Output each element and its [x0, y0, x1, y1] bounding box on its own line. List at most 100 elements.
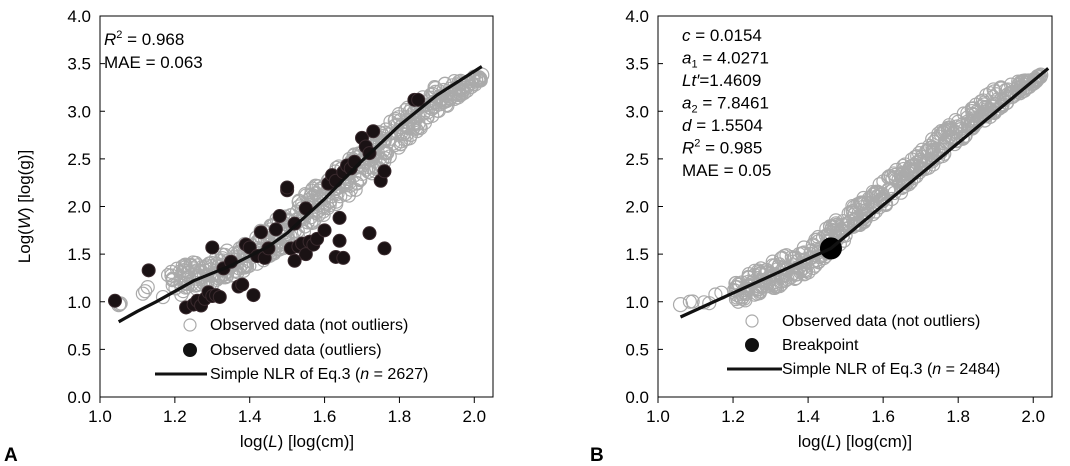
outlier-point — [205, 240, 220, 255]
observed-point — [848, 212, 863, 227]
legend-label: Observed data (not outliers) — [782, 313, 980, 330]
y-tick-label: 0.5 — [67, 340, 91, 359]
observed-point — [751, 263, 766, 278]
text-span: ) [log(cm)] — [836, 432, 913, 451]
stat-label: d — [682, 116, 692, 135]
y-tick-label: 0.0 — [625, 388, 649, 407]
observed-point — [797, 263, 813, 278]
x-axis-title: log(L) [log(cm)] — [240, 432, 354, 451]
observed-point — [922, 138, 937, 153]
y-tick-label: 2.5 — [67, 150, 91, 169]
observed-point — [777, 262, 792, 277]
observed-points-not-outliers — [111, 67, 490, 313]
observed-point — [138, 284, 153, 299]
observed-point — [840, 216, 855, 231]
observed-point — [882, 169, 897, 184]
y-tick-label: 4.0 — [67, 7, 91, 26]
observed-point — [774, 277, 789, 292]
observed-point — [964, 113, 979, 128]
stat-sub: 2 — [691, 104, 697, 116]
observed-point — [957, 129, 972, 144]
outlier-point — [253, 225, 268, 240]
observed-point — [895, 166, 910, 181]
observed-point — [1000, 82, 1015, 97]
observed-point — [893, 167, 908, 182]
stat-label: R — [682, 139, 694, 158]
stat-line: R2 = 0.985 — [682, 138, 762, 158]
stat-sup: 2 — [116, 29, 122, 41]
legend-label: Breakpoint — [782, 337, 859, 354]
observed-point — [394, 126, 409, 141]
x-tick-label: 1.4 — [796, 407, 820, 426]
legend: Observed data (not outliers) Breakpoint Si… — [727, 313, 1000, 378]
y-tick-label: 3.5 — [625, 55, 649, 74]
stat-line: a1 = 4.0271 — [682, 49, 769, 71]
stat-value: =1.4609 — [699, 71, 761, 90]
outlier-point — [336, 250, 351, 265]
text-span: n — [932, 361, 941, 378]
observed-point — [413, 120, 428, 136]
x-axis-title: log(L) [log(cm)] — [798, 432, 912, 451]
stat-line: MAE = 0.063 — [104, 53, 203, 72]
observed-point — [968, 97, 983, 112]
stat-value: = 0.0154 — [691, 26, 762, 45]
stat-sub: 1 — [691, 59, 697, 71]
observed-point — [333, 189, 348, 204]
observed-point — [190, 258, 205, 273]
text-span: Log( — [15, 229, 34, 263]
outlier-point — [411, 92, 426, 107]
observed-point — [682, 294, 697, 309]
x-tick-label: 1.6 — [313, 407, 337, 426]
y-tick-label: 4.0 — [625, 7, 649, 26]
text-span: n — [360, 366, 369, 383]
stat-label: c — [682, 26, 691, 45]
text-span: Observed data (outliers) — [210, 342, 382, 359]
text-span: ) [log(g)] — [15, 150, 34, 213]
text-span: Observed data (not outliers) — [210, 317, 408, 334]
observed-point — [847, 205, 863, 220]
y-tick-label: 3.0 — [625, 102, 649, 121]
outlier-point — [107, 293, 122, 308]
panel-letter: B — [590, 445, 604, 466]
observed-point — [155, 289, 171, 305]
x-tick-label: 1.2 — [721, 407, 745, 426]
outlier-point — [268, 222, 283, 237]
x-tick-label: 1.0 — [88, 407, 112, 426]
outlier-point — [141, 263, 156, 278]
observed-point — [304, 215, 319, 231]
legend-label: Simple NLR of Eq.3 (n = 2627) — [210, 366, 428, 383]
observed-point — [993, 99, 1009, 114]
text-span: log( — [798, 432, 827, 451]
outlier-point — [272, 209, 287, 224]
legend-open-circle-icon — [745, 314, 759, 328]
outlier-point — [366, 124, 381, 139]
panel-letter: A — [4, 445, 18, 466]
x-tick-label: 1.4 — [238, 407, 262, 426]
observed-point — [424, 101, 440, 116]
observed-point — [926, 142, 941, 157]
observed-point — [990, 92, 1005, 107]
observed-point — [955, 130, 970, 146]
observed-point — [442, 81, 457, 96]
observed-point — [914, 149, 929, 164]
y-axis-title: Log(W) [log(g)] — [15, 150, 34, 263]
observed-point — [298, 187, 313, 202]
observed-point — [464, 76, 479, 91]
text-span: = 2484) — [941, 361, 1000, 378]
text-span: Simple NLR of Eq.3 ( — [210, 366, 361, 383]
observed-point — [395, 117, 410, 132]
observed-point — [926, 134, 941, 150]
legend-label: Simple NLR of Eq.3 (n = 2484) — [782, 361, 1000, 378]
observed-point — [938, 122, 953, 137]
legend-filled-circle-icon — [745, 338, 759, 352]
stat-line: a2 = 7.8461 — [682, 94, 769, 116]
observed-point — [860, 196, 875, 211]
x-tick-label: 1.8 — [388, 407, 412, 426]
stat-value: = 1.5504 — [691, 116, 762, 135]
observed-point — [364, 160, 380, 175]
stat-line: R2 = 0.968 — [104, 29, 184, 49]
stat-line: MAE = 0.05 — [682, 161, 771, 180]
panel-a: 0.0 0.5 1.0 1.5 2.0 2.5 3.0 3.5 4.0 1.0 1.2 1.4 1.6 1… — [4, 7, 494, 466]
observed-point — [881, 183, 896, 198]
text-span: Breakpoint — [782, 337, 859, 354]
